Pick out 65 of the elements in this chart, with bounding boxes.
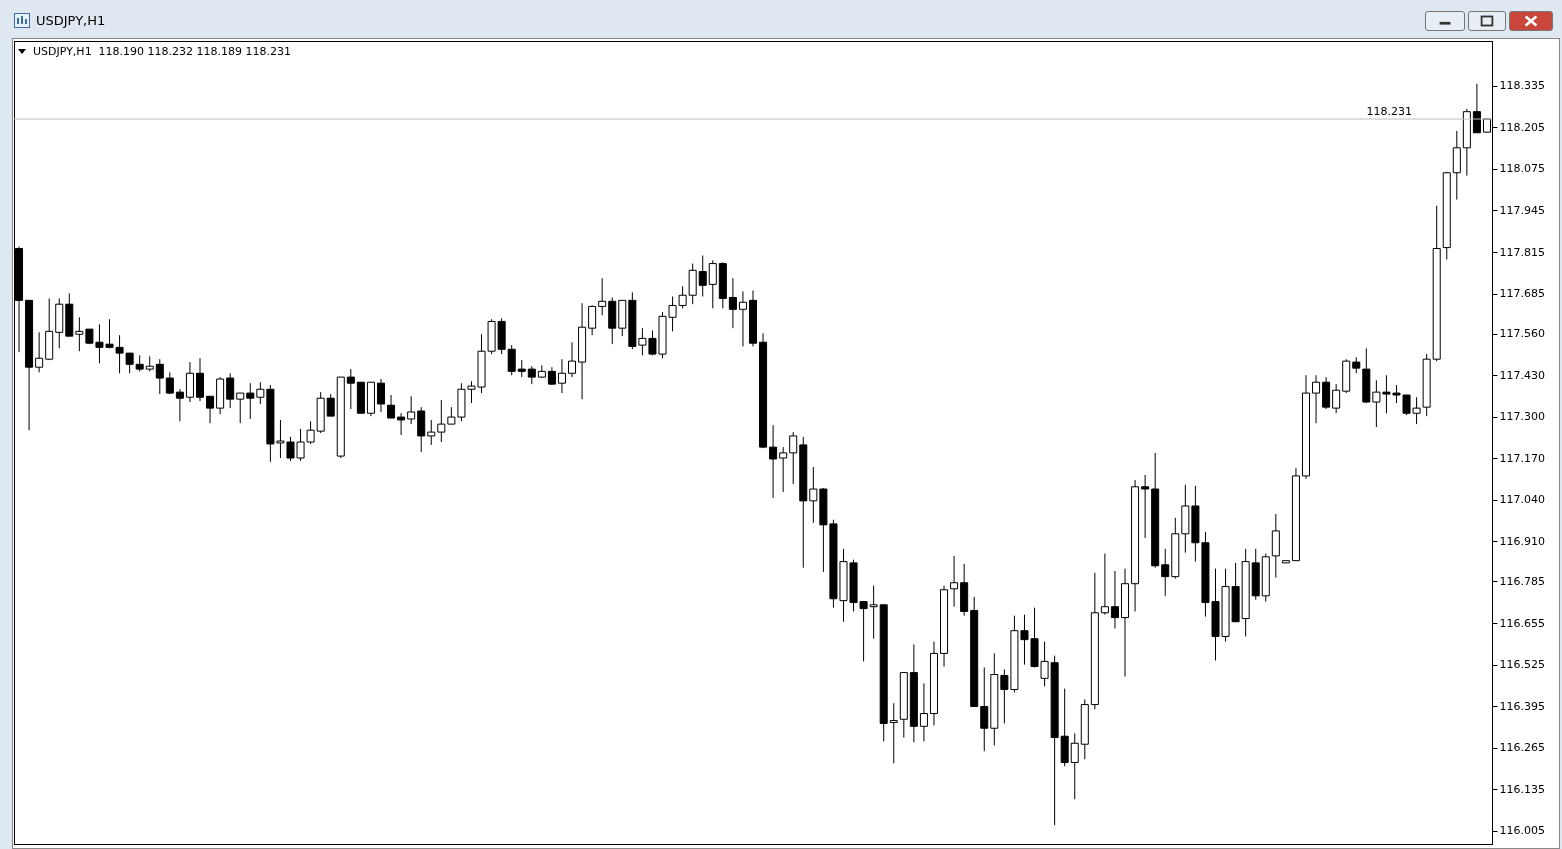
candlestick <box>1332 383 1341 414</box>
candlestick <box>809 466 818 524</box>
candlestick <box>236 392 245 424</box>
candlestick <box>980 666 989 752</box>
candlestick <box>226 372 235 409</box>
candlestick <box>407 395 416 425</box>
candlestick <box>387 394 396 419</box>
candlestick <box>950 555 959 608</box>
candlestick <box>206 395 215 424</box>
y-tick-label: 118.335 <box>1499 79 1545 93</box>
chart-title: USDJPY,H1 <box>36 13 106 28</box>
y-tick-label: 117.430 <box>1499 368 1545 382</box>
y-tick-label: 116.655 <box>1499 616 1545 630</box>
candlestick <box>698 255 707 298</box>
candlestick <box>1110 570 1119 629</box>
candlestick <box>1070 732 1079 800</box>
y-tick-label: 116.005 <box>1499 824 1545 838</box>
candlestick <box>537 364 546 379</box>
y-tick-label: 117.945 <box>1499 203 1545 217</box>
candlestick <box>507 344 516 376</box>
candlestick <box>1141 474 1150 539</box>
candlestick <box>728 277 737 329</box>
candlestick <box>557 358 566 394</box>
y-tick-label: 116.265 <box>1499 741 1545 755</box>
candlestick <box>1312 374 1321 424</box>
candlestick <box>889 702 898 764</box>
candlestick <box>437 399 446 443</box>
y-tick-label: 117.040 <box>1499 493 1545 507</box>
ref-line-label: 118.231 <box>1366 105 1412 119</box>
candlestick <box>397 412 406 436</box>
candlestick <box>195 357 205 402</box>
candlestick <box>155 358 164 395</box>
candlestick <box>598 277 607 316</box>
y-tick-label: 118.205 <box>1499 120 1545 134</box>
candlestick <box>185 361 194 403</box>
y-tick-label: 117.815 <box>1499 245 1545 259</box>
candlestick <box>427 419 436 446</box>
candlestick <box>1161 548 1170 597</box>
candlestick <box>769 424 778 499</box>
candlestick <box>1100 553 1109 616</box>
y-tick-label: 116.910 <box>1499 534 1545 548</box>
candlestick <box>588 304 597 336</box>
y-tick-label: 118.075 <box>1499 162 1545 176</box>
candlestick <box>246 382 255 420</box>
y-tick-label: 117.685 <box>1499 287 1545 301</box>
y-tick-label: 116.525 <box>1499 658 1545 672</box>
candlestick <box>175 388 184 422</box>
chart-subtitle: USDJPY,H1 118.190 118.232 118.189 118.231 <box>33 45 292 58</box>
candlestick <box>1472 83 1481 134</box>
candlestick <box>568 341 577 378</box>
y-tick-label: 116.395 <box>1499 699 1545 713</box>
candlestick <box>326 393 335 417</box>
candlestick <box>789 431 798 485</box>
y-tick-label: 116.785 <box>1499 574 1545 588</box>
y-tick-label: 116.135 <box>1499 782 1545 796</box>
candlestick <box>376 378 386 413</box>
candlestick <box>779 446 788 493</box>
candlestick <box>738 290 747 347</box>
y-tick-label: 117.300 <box>1499 410 1545 424</box>
candlestick <box>35 331 44 373</box>
candlestick <box>919 682 928 742</box>
candlestick <box>346 368 355 410</box>
y-tick-label: 117.170 <box>1499 451 1545 465</box>
candlestick <box>708 259 717 309</box>
y-tick-label: 117.560 <box>1499 327 1545 341</box>
